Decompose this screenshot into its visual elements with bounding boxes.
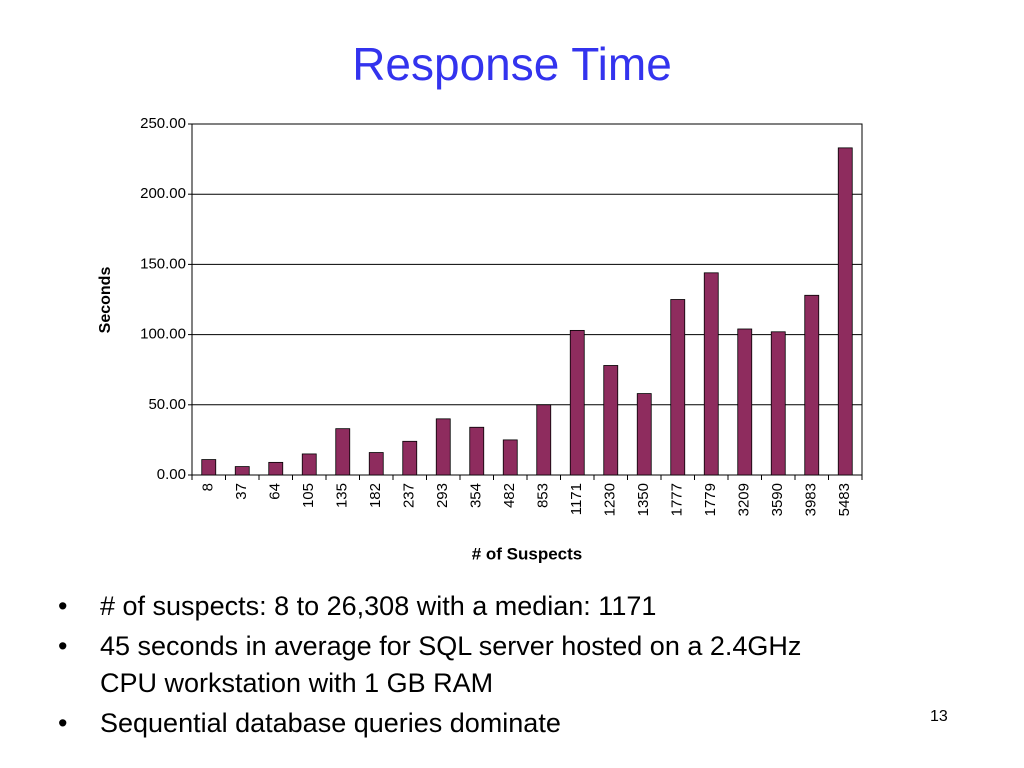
x-tick-label: 105 — [300, 483, 317, 508]
x-tick-label: 1230 — [602, 483, 619, 516]
x-tick-label: 135 — [334, 483, 351, 508]
y-tick-label: 150.00 — [140, 255, 186, 272]
y-tick-label: 50.00 — [148, 396, 186, 413]
bar — [502, 439, 518, 476]
x-axis-title: # of Suspects — [472, 544, 583, 563]
x-tick-label: 237 — [401, 483, 418, 508]
bar — [469, 426, 485, 476]
bar — [536, 404, 552, 476]
x-tick-label: 64 — [267, 483, 284, 500]
x-tick-label: 37 — [233, 483, 250, 500]
y-axis-title: Seconds — [97, 267, 114, 334]
bar — [435, 418, 451, 476]
bar — [603, 365, 619, 476]
chart: Response Time Seconds # of Suspects 0.00… — [97, 38, 863, 563]
x-tick-label: 3209 — [736, 483, 753, 516]
bar — [201, 459, 217, 476]
x-tick-label: 8 — [200, 483, 217, 491]
page-number: 13 — [930, 708, 948, 725]
x-tick-label: 1171 — [568, 483, 585, 515]
bar — [703, 272, 719, 476]
bullet: # of suspects: 8 to 26,308 with a median… — [58, 588, 858, 625]
plot-frame — [191, 123, 863, 476]
x-tick-label: 293 — [434, 483, 451, 508]
bullet: 45 seconds in average for SQL server hos… — [58, 628, 858, 702]
x-tick-label: 1350 — [635, 483, 652, 516]
bar — [670, 299, 686, 476]
y-tick-label: 100.00 — [140, 326, 186, 343]
x-tick-label: 1777 — [669, 483, 686, 516]
y-tick-label: 250.00 — [140, 115, 186, 132]
y-tick-label: 200.00 — [140, 185, 186, 202]
bar — [569, 329, 585, 476]
x-tick-label: 853 — [535, 483, 552, 508]
bar — [837, 147, 853, 476]
x-tick-label: 182 — [367, 483, 384, 508]
x-tick-label: 1779 — [702, 483, 719, 516]
bar — [770, 331, 786, 476]
bar — [804, 294, 820, 476]
bullet: Sequential database queries dominate — [58, 705, 858, 742]
bar — [368, 452, 384, 476]
bar — [335, 428, 351, 476]
bar — [268, 461, 284, 476]
chart-title: Response Time — [352, 38, 672, 90]
x-tick-label: 482 — [501, 483, 518, 508]
bar — [737, 328, 753, 476]
bar — [234, 466, 250, 476]
bar — [301, 453, 317, 476]
bar — [402, 440, 418, 476]
x-tick-label: 3590 — [769, 483, 786, 516]
x-tick-label: 3983 — [803, 483, 820, 516]
bar — [636, 393, 652, 476]
bullet-list: # of suspects: 8 to 26,308 with a median… — [58, 588, 858, 745]
x-tick-label: 354 — [468, 483, 485, 508]
y-tick-label: 0.00 — [157, 466, 186, 483]
x-tick-label: 5483 — [836, 483, 853, 516]
